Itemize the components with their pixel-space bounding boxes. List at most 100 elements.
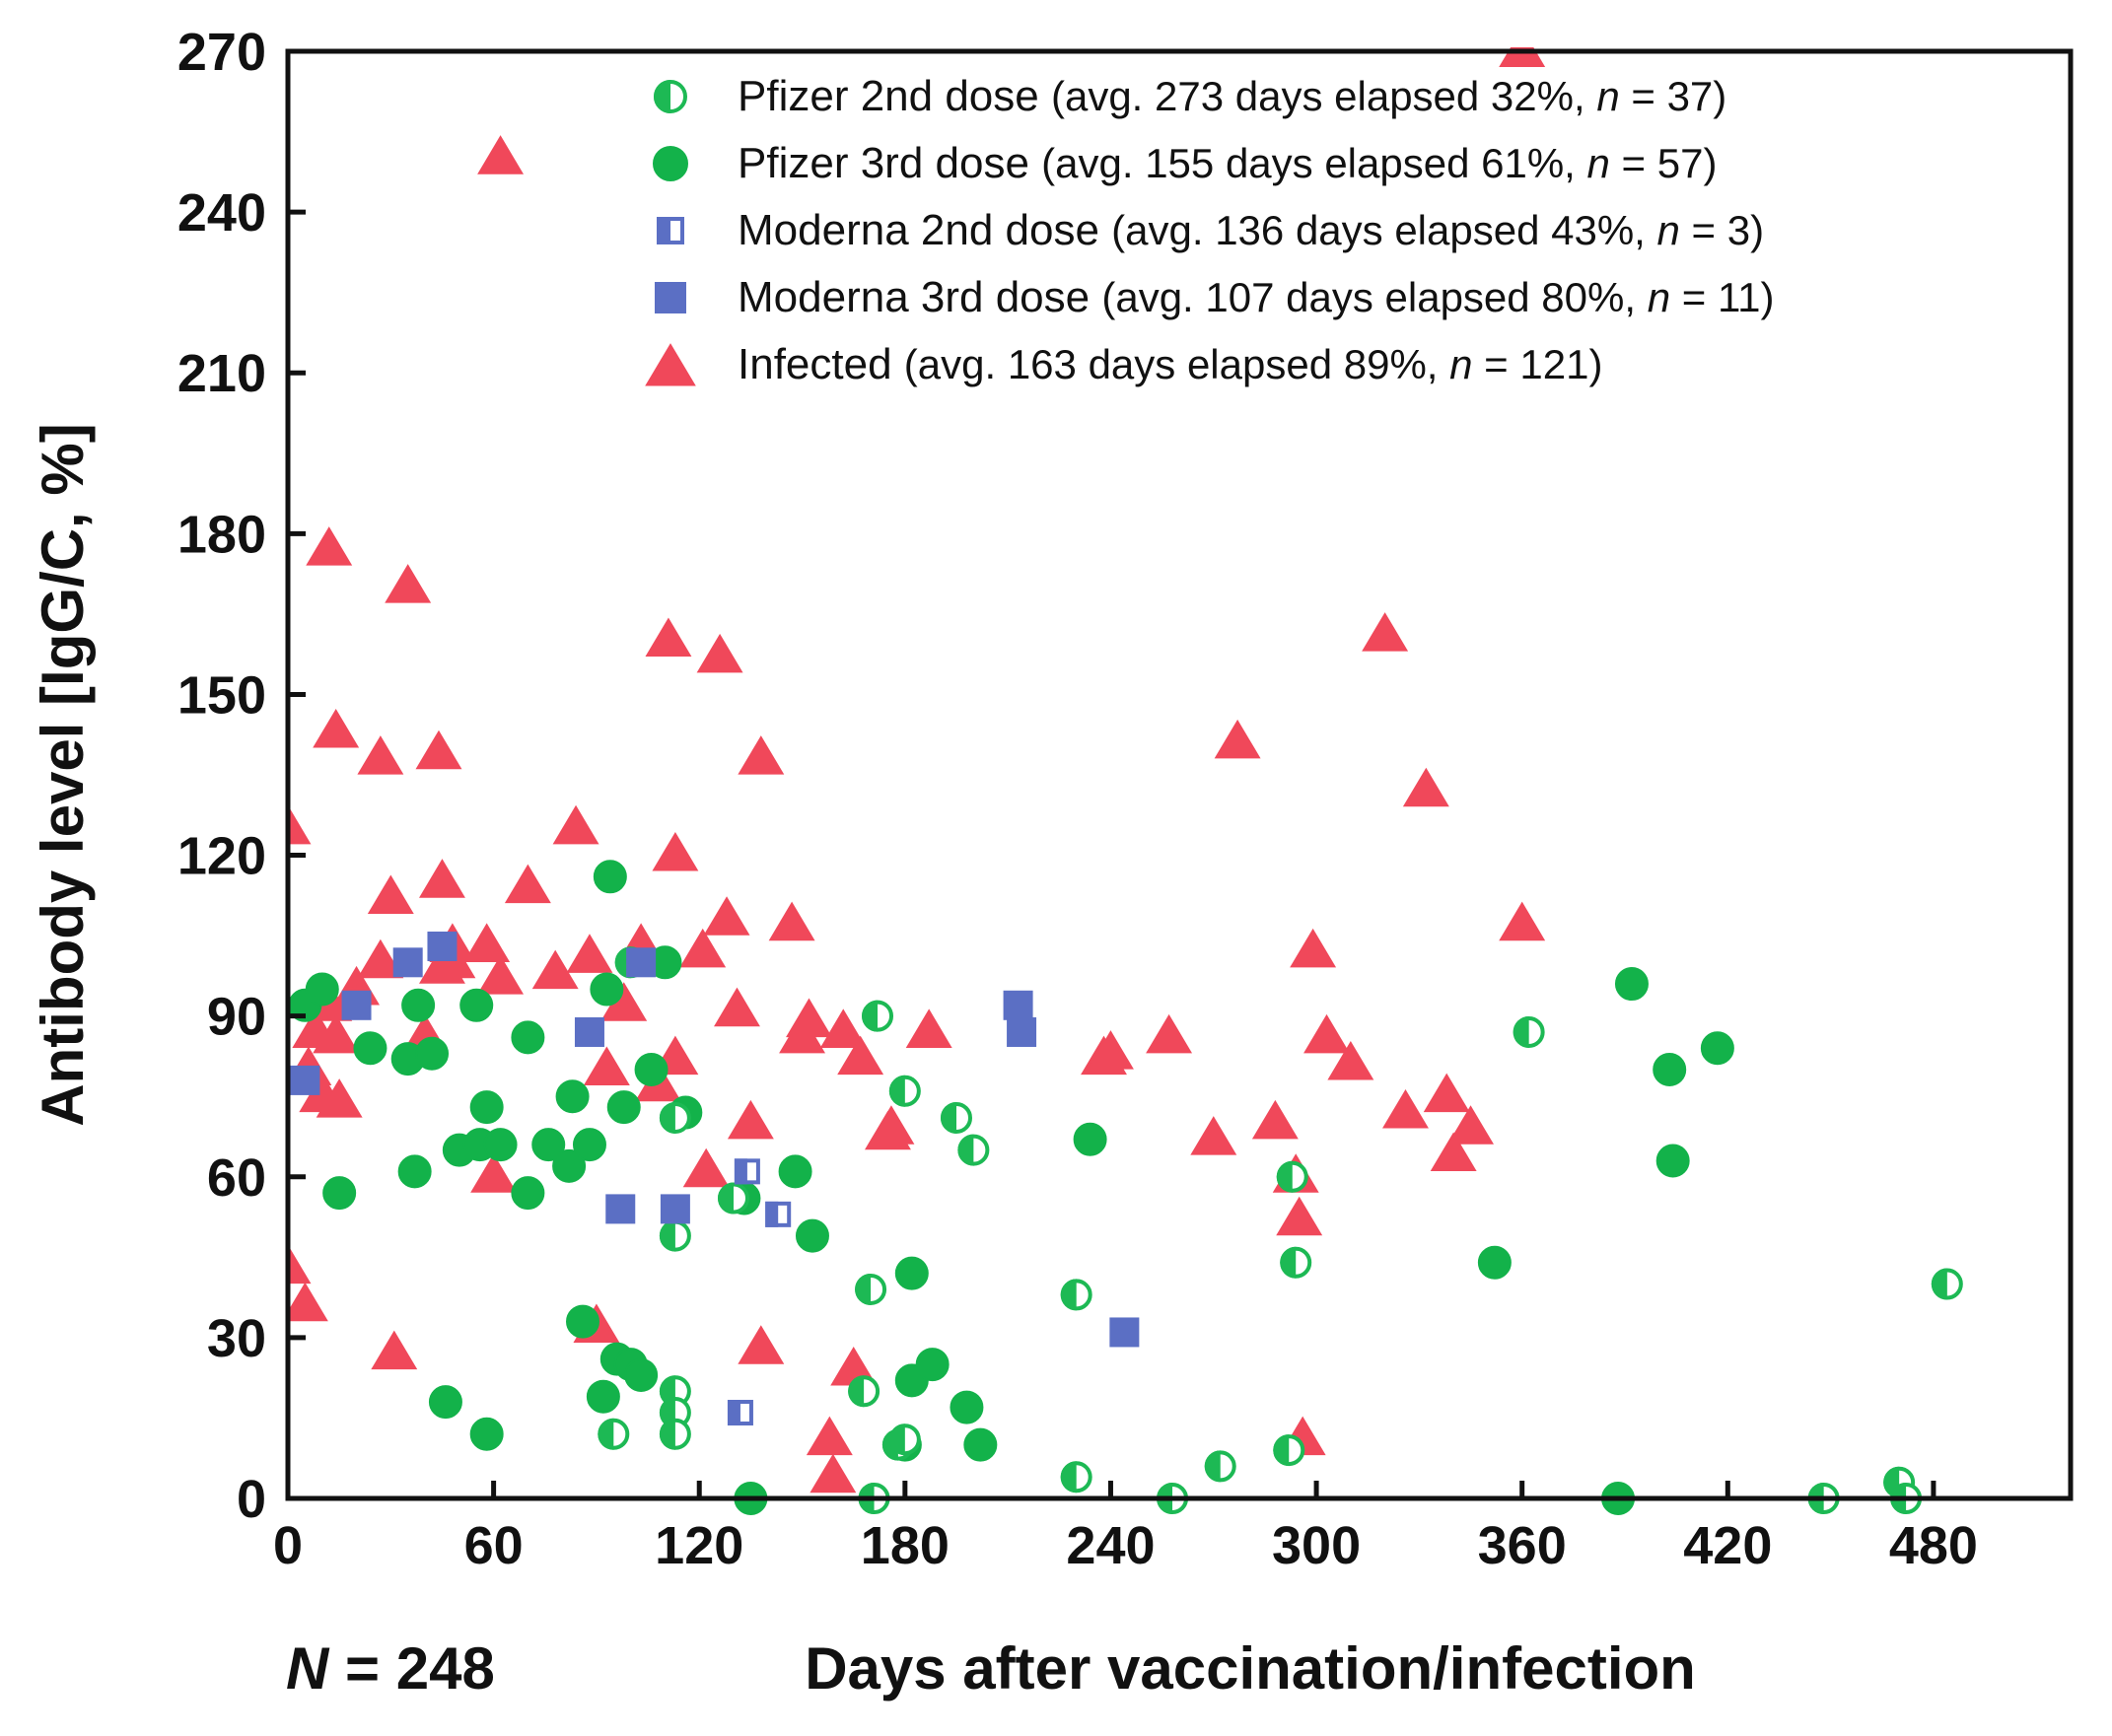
data-point — [511, 1020, 545, 1055]
data-point — [566, 934, 613, 973]
y-tick-label: 180 — [177, 505, 266, 564]
data-point — [806, 1416, 853, 1456]
data-point — [659, 1418, 691, 1450]
data-point — [963, 1427, 998, 1462]
legend-entry: Infected (avg. 163 days elapsed 89%, n =… — [738, 340, 1602, 388]
data-point — [848, 1375, 880, 1408]
data-point — [606, 1090, 641, 1125]
data-point — [1614, 967, 1649, 1002]
data-point — [1447, 1105, 1494, 1145]
data-point — [1290, 928, 1337, 968]
x-tick-label: 60 — [464, 1516, 524, 1575]
data-point — [1477, 1245, 1512, 1280]
data-point — [626, 947, 657, 978]
data-point — [786, 998, 832, 1038]
y-axis-title: Antibody level [IgG/C, %] — [30, 423, 96, 1126]
data-point — [660, 1194, 690, 1224]
legend-marker — [645, 343, 696, 386]
y-axis-ticks: 0 30 60 90 120 150 180 210 240 270 — [177, 23, 306, 1529]
data-point — [552, 1148, 587, 1183]
data-point — [659, 1397, 691, 1429]
data-point — [305, 972, 339, 1007]
data-point — [941, 1101, 972, 1134]
data-point — [1430, 1132, 1477, 1171]
sample-size-value: = 248 — [328, 1635, 495, 1701]
data-point — [313, 1013, 360, 1054]
data-point — [659, 1219, 691, 1252]
data-point — [593, 860, 627, 894]
data-point — [531, 949, 579, 990]
data-point — [905, 1008, 952, 1048]
x-tick-label: 360 — [1478, 1516, 1567, 1575]
x-tick-label: 120 — [655, 1516, 743, 1575]
data-point — [1251, 1099, 1299, 1140]
data-point — [477, 135, 525, 174]
data-point — [1499, 47, 1546, 67]
axes — [285, 48, 2074, 1501]
x-axis-ticks: 0 60 120 180 240 300 360 420 480 — [273, 1481, 1978, 1575]
data-point — [371, 1330, 418, 1370]
legend-entry: Pfizer 2nd dose (avg. 273 days elapsed 3… — [738, 72, 1726, 120]
data-point — [566, 1304, 600, 1339]
data-point — [778, 1154, 812, 1189]
data-point — [727, 1099, 774, 1140]
data-point — [392, 947, 423, 978]
data-point — [1204, 1450, 1236, 1483]
data-point — [415, 729, 462, 770]
data-point — [357, 735, 404, 775]
data-point — [574, 1016, 604, 1047]
data-point — [504, 864, 551, 904]
data-point — [1273, 1434, 1305, 1467]
data-point — [469, 1090, 504, 1125]
data-point — [1060, 1461, 1092, 1493]
legend: Pfizer 2nd dose (avg. 273 days elapsed 3… — [645, 72, 1775, 388]
x-tick-label: 300 — [1272, 1516, 1361, 1575]
data-point — [810, 1453, 857, 1493]
data-point — [1423, 1073, 1470, 1113]
data-point — [738, 1325, 785, 1364]
data-point — [624, 1357, 659, 1392]
legend-marker — [657, 217, 684, 244]
data-point — [463, 923, 511, 962]
legend-marker — [655, 282, 686, 313]
data-point — [572, 1128, 606, 1162]
data-point — [531, 1128, 566, 1162]
sample-size-label: N = 248 — [286, 1635, 495, 1701]
data-point — [1362, 612, 1409, 652]
data-point — [1003, 990, 1033, 1020]
data-point — [1499, 901, 1546, 941]
data-point — [718, 1182, 749, 1215]
data-point — [306, 526, 353, 566]
data-point — [703, 896, 750, 936]
data-point — [288, 1244, 312, 1285]
data-point — [652, 831, 699, 871]
data-point — [583, 1046, 630, 1085]
data-point — [427, 931, 458, 961]
data-point — [1088, 1030, 1134, 1070]
data-point — [385, 564, 432, 603]
data-point — [353, 1031, 387, 1066]
y-tick-label: 240 — [177, 183, 266, 243]
y-tick-label: 60 — [207, 1148, 266, 1208]
sample-size-var: N — [286, 1635, 330, 1701]
data-point — [605, 1194, 636, 1224]
data-point — [1280, 1246, 1312, 1279]
data-point — [868, 1105, 915, 1145]
legend-marker — [653, 146, 688, 181]
data-point — [1700, 1031, 1734, 1066]
data-point — [341, 990, 372, 1020]
data-point — [819, 1008, 867, 1048]
data-point — [552, 804, 599, 845]
data-point — [1513, 1015, 1545, 1048]
data-point — [598, 1418, 630, 1450]
data-point — [470, 1153, 518, 1193]
data-point — [862, 1000, 894, 1032]
data-point — [1073, 1122, 1107, 1156]
data-point — [290, 1065, 320, 1095]
data-point — [795, 1218, 829, 1253]
data-point — [288, 1282, 328, 1322]
data-point — [1007, 1016, 1037, 1047]
data-point — [397, 1154, 432, 1189]
y-tick-label: 0 — [237, 1470, 266, 1529]
y-tick-label: 150 — [177, 665, 266, 725]
